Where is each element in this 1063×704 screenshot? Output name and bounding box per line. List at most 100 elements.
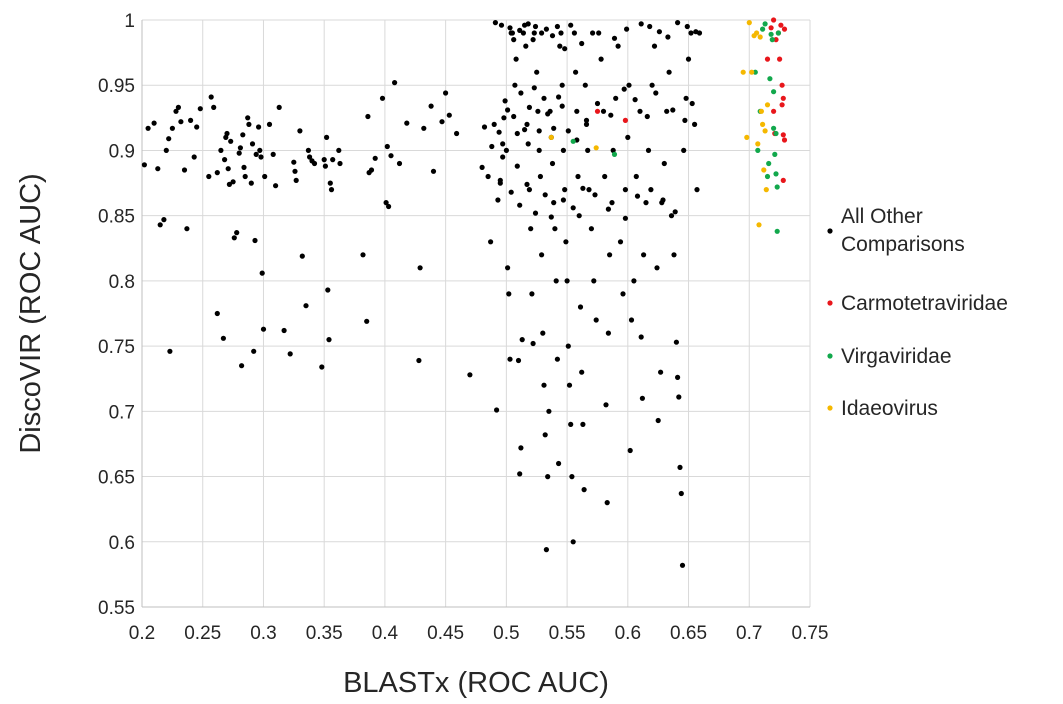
data-point [577,304,584,310]
data-point [326,337,332,343]
data-point [515,357,522,364]
data-point [594,108,601,114]
data-point [692,121,698,127]
data-point [780,95,786,101]
data-point [651,43,658,49]
data-point [248,180,254,186]
legend-item: All Other Comparisons [827,205,965,256]
data-point [245,115,251,121]
data-point [611,151,618,157]
data-point [249,141,256,147]
x-tick-label: 0.55 [549,623,586,644]
data-point [365,113,371,120]
data-point [598,56,604,62]
data-point [145,125,151,131]
data-point [194,124,200,130]
data-point [498,22,505,28]
data-point [772,151,778,157]
data-point [566,382,573,388]
data-point [175,104,181,110]
data-points [141,17,788,568]
data-point [270,151,276,157]
data-point [514,163,520,169]
data-point [525,141,531,147]
data-point [605,330,612,336]
data-point [517,27,523,33]
data-point [591,278,597,284]
data-point [230,179,236,185]
data-point [224,130,230,137]
data-point [479,164,485,170]
data-point [303,303,309,309]
data-point [683,95,689,101]
data-point [565,128,571,134]
data-point [236,150,242,156]
data-point [569,474,575,480]
data-point [259,270,265,276]
data-point [388,153,394,159]
data-point [645,147,652,153]
data-point [220,335,226,341]
data-point [773,130,779,137]
data-point [404,120,410,126]
data-point [615,43,621,49]
data-point [632,97,638,103]
data-point [535,108,541,114]
data-point [417,265,423,271]
data-point [554,23,561,30]
data-point [225,166,231,172]
data-point [570,539,576,545]
data-point [211,104,217,110]
data-point [258,154,264,160]
data-point [664,108,670,114]
data-point [780,132,786,138]
data-point [548,134,554,140]
data-point [556,460,562,467]
legend-marker [827,353,833,359]
data-point [648,187,654,193]
data-point [602,173,608,180]
data-point [625,134,631,140]
x-tick-label: 0.3 [250,623,276,644]
data-point [610,147,616,153]
data-point [641,252,647,258]
data-point [330,157,336,163]
data-point [596,30,602,36]
data-point [496,129,502,135]
data-point [502,98,508,104]
data-point [542,432,548,438]
x-tick-label: 0.6 [615,623,641,644]
data-point [541,95,547,101]
data-point [756,222,762,228]
data-point [246,121,252,127]
data-point [536,147,542,153]
data-point [188,117,194,123]
data-point [593,317,599,323]
data-point [184,226,190,232]
data-point [524,121,530,127]
data-point [506,291,512,297]
data-point [771,17,777,23]
data-point [568,421,574,427]
data-point [593,145,599,151]
data-point [677,464,683,470]
y-tick-label: 0.8 [109,272,135,293]
data-point [379,95,386,101]
series-points [570,21,782,234]
data-point [558,30,564,36]
data-point [766,160,772,167]
data-point [649,82,655,88]
data-point [328,187,335,193]
data-point [638,21,644,27]
data-point [781,26,788,32]
data-point [568,22,574,28]
data-point [505,265,511,271]
data-point [754,30,760,36]
data-point [621,86,627,92]
data-point [755,141,761,147]
data-point [647,23,653,30]
data-point [266,121,273,127]
legend-marker [827,405,833,411]
data-point [151,120,157,126]
